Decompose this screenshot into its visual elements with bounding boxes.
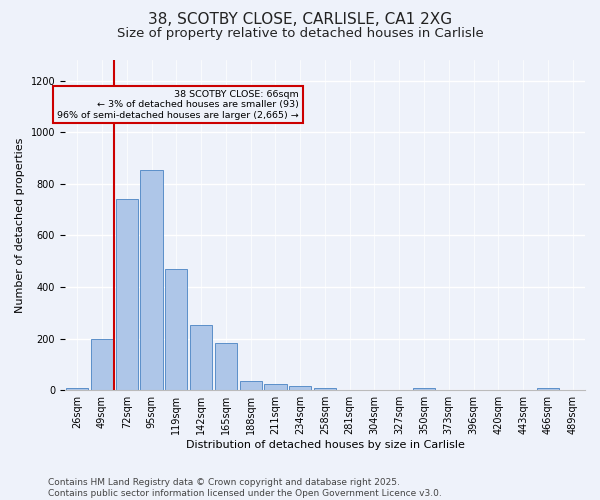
- Bar: [165, 269, 187, 390]
- Bar: [239, 381, 262, 390]
- Text: Size of property relative to detached houses in Carlisle: Size of property relative to detached ho…: [116, 28, 484, 40]
- Y-axis label: Number of detached properties: Number of detached properties: [15, 138, 25, 313]
- Bar: [91, 338, 113, 390]
- Bar: [116, 200, 138, 390]
- Text: Contains HM Land Registry data © Crown copyright and database right 2025.
Contai: Contains HM Land Registry data © Crown c…: [48, 478, 442, 498]
- Bar: [314, 388, 336, 390]
- Bar: [537, 388, 559, 390]
- Bar: [264, 384, 287, 390]
- Text: 38 SCOTBY CLOSE: 66sqm
← 3% of detached houses are smaller (93)
96% of semi-deta: 38 SCOTBY CLOSE: 66sqm ← 3% of detached …: [57, 90, 299, 120]
- Text: 38, SCOTBY CLOSE, CARLISLE, CA1 2XG: 38, SCOTBY CLOSE, CARLISLE, CA1 2XG: [148, 12, 452, 28]
- X-axis label: Distribution of detached houses by size in Carlisle: Distribution of detached houses by size …: [185, 440, 464, 450]
- Bar: [413, 388, 435, 390]
- Bar: [140, 170, 163, 390]
- Bar: [215, 343, 237, 390]
- Bar: [190, 325, 212, 390]
- Bar: [289, 386, 311, 390]
- Bar: [66, 388, 88, 390]
